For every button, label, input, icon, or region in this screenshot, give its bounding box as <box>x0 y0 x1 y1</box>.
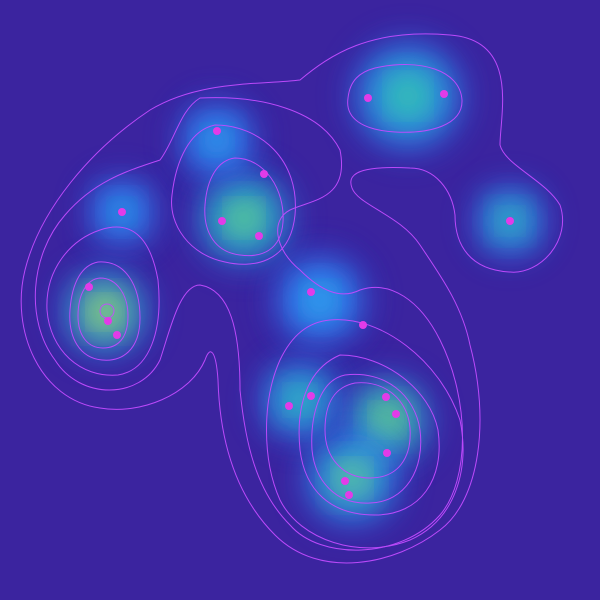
data-point-7 <box>255 232 263 240</box>
contour-2-upper <box>171 124 296 265</box>
data-point-14 <box>285 402 293 410</box>
density-peak-5 <box>260 360 340 440</box>
data-point-5 <box>260 170 268 178</box>
density-peak-5-layer-6 <box>291 391 309 409</box>
density-peak-2 <box>195 169 293 267</box>
density-heat-layer <box>61 38 546 527</box>
contour-5-left <box>77 277 129 349</box>
contour-3-left <box>46 226 160 376</box>
data-point-2 <box>440 90 448 98</box>
data-point-17 <box>392 410 400 418</box>
data-point-9 <box>85 283 93 291</box>
density-peak-4 <box>303 429 401 527</box>
contour-outer <box>20 33 563 564</box>
data-points <box>85 90 514 499</box>
data-point-4 <box>213 127 221 135</box>
data-point-13 <box>359 321 367 329</box>
data-point-12 <box>307 288 315 296</box>
data-point-18 <box>383 449 391 457</box>
density-peak-2-layer-6 <box>233 207 255 229</box>
density-peak-1 <box>61 268 149 356</box>
contour-4-left <box>69 261 141 361</box>
density-peak-3-layer-6 <box>377 410 397 430</box>
contour-3-lower <box>298 354 440 516</box>
contour-4-lower <box>311 373 422 504</box>
data-point-1 <box>364 94 372 102</box>
data-point-15 <box>307 392 315 400</box>
data-point-19 <box>341 477 349 485</box>
data-point-10 <box>104 317 112 325</box>
density-peak-10 <box>177 100 257 180</box>
contour-2-lower <box>266 319 464 549</box>
data-point-11 <box>113 331 121 339</box>
data-point-20 <box>345 491 353 499</box>
density-peak-10-layer-6 <box>208 131 226 149</box>
density-peak-9-layer-6 <box>309 289 331 311</box>
contour-5-lower <box>324 382 411 479</box>
data-point-16 <box>382 393 390 401</box>
contour-2-left <box>34 97 463 551</box>
contour-layer <box>20 33 563 564</box>
density-peak-6-layer-6 <box>395 83 421 109</box>
contour-3-upper <box>204 157 284 257</box>
contour-top-island <box>347 64 463 133</box>
data-point-8 <box>118 208 126 216</box>
data-point-3 <box>506 217 514 225</box>
density-peak-9 <box>271 251 369 349</box>
data-point-6 <box>218 217 226 225</box>
